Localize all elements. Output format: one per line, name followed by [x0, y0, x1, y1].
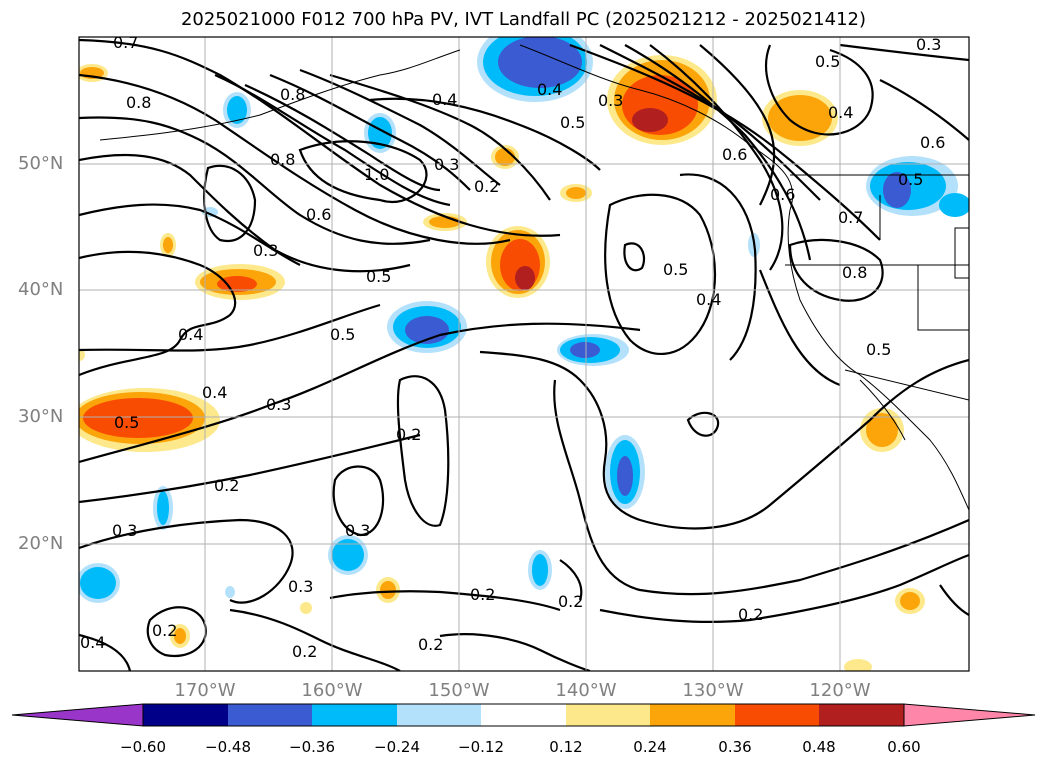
- colorbar-swatch: [735, 704, 819, 726]
- contour-label: 0.3: [112, 521, 137, 540]
- colorbar-swatch: [481, 704, 566, 726]
- colorbar-label: 0.60: [887, 738, 921, 756]
- contour-label: 0.6: [920, 133, 945, 152]
- contour-label: 0.7: [113, 33, 138, 52]
- contour-label: 0.5: [815, 52, 840, 71]
- contour-label: 0.5: [330, 325, 355, 344]
- contour-label: 0.3: [345, 521, 370, 540]
- colorbar-label: 0.36: [718, 738, 752, 756]
- contour-label: 0.6: [770, 185, 795, 204]
- contour-label: 0.8: [842, 263, 867, 282]
- contour-label: 0.7: [838, 208, 863, 227]
- lon-tick-label: 170°W: [174, 680, 236, 701]
- contour-label: 0.3: [253, 241, 278, 260]
- contour-label: 0.3: [916, 35, 941, 54]
- contour-label: 1.0: [364, 165, 389, 184]
- contour-labels: 0.7 0.8 0.8 0.8 0.6 1.0 0.4 0.3 0.2 0.5 …: [80, 33, 945, 661]
- map-frame: [78, 36, 970, 672]
- colorbar-swatch: [228, 704, 312, 726]
- contour-label: 0.4: [80, 633, 105, 652]
- negative-anomaly-fills: [79, 37, 969, 603]
- contour-label: 0.2: [292, 642, 317, 661]
- colorbar-swatch: [312, 704, 397, 726]
- contour-label: 0.2: [558, 592, 583, 611]
- contour-label: 0.4: [202, 383, 227, 402]
- contour-label: 0.4: [432, 90, 457, 109]
- lat-tick-label: 40°N: [18, 279, 64, 300]
- contour-label: 0.3: [288, 577, 313, 596]
- contour-label: 0.3: [598, 91, 623, 110]
- graticule: [79, 37, 969, 671]
- contour-label: 0.5: [114, 413, 139, 432]
- contour-label: 0.3: [266, 395, 291, 414]
- contour-label: 0.2: [396, 425, 421, 444]
- lon-tick-label: 150°W: [428, 680, 490, 701]
- colorbar-swatch: [143, 704, 228, 726]
- lat-tick-label: 20°N: [18, 533, 64, 554]
- colorbar-label: 0.48: [802, 738, 836, 756]
- contour-label: 0.8: [280, 85, 305, 104]
- colorbar-extend-high: [903, 703, 1036, 727]
- contour-label: 0.2: [474, 177, 499, 196]
- colorbar-swatch: [397, 704, 481, 726]
- colorbar-label: −0.36: [289, 738, 335, 756]
- pv-contours: [79, 38, 969, 671]
- contour-label: 0.4: [537, 80, 562, 99]
- colorbar-label: −0.48: [205, 738, 251, 756]
- contour-label: 0.4: [828, 103, 853, 122]
- colorbar-label: 0.12: [549, 738, 583, 756]
- contour-label: 0.8: [270, 150, 295, 169]
- contour-label: 0.2: [418, 635, 443, 654]
- contour-label: 0.4: [696, 290, 721, 309]
- contour-label: 0.5: [560, 113, 585, 132]
- colorbar: [11, 703, 1036, 727]
- contour-label: 0.3: [434, 155, 459, 174]
- colorbar-swatch: [819, 704, 904, 726]
- lat-tick-label: 50°N: [18, 153, 64, 174]
- contour-label: 0.6: [306, 205, 331, 224]
- map-plot-area: 0.7 0.8 0.8 0.8 0.6 1.0 0.4 0.3 0.2 0.5 …: [79, 33, 969, 671]
- colorbar-label: −0.12: [458, 738, 504, 756]
- contour-label: 0.5: [898, 170, 923, 189]
- contour-label: 0.2: [738, 605, 763, 624]
- lat-tick-label: 30°N: [18, 406, 64, 427]
- contour-label: 0.4: [178, 325, 203, 344]
- lon-tick-label: 120°W: [809, 680, 871, 701]
- colorbar-label: −0.24: [374, 738, 420, 756]
- colorbar-swatch: [650, 704, 735, 726]
- colorbar-extend-low: [11, 703, 144, 727]
- contour-label: 0.8: [126, 93, 151, 112]
- colorbar-label: 0.24: [633, 738, 667, 756]
- lon-tick-label: 130°W: [682, 680, 744, 701]
- contour-label: 0.2: [152, 621, 177, 640]
- lon-tick-label: 140°W: [555, 680, 617, 701]
- contour-label: 0.2: [214, 476, 239, 495]
- colorbar-label: −0.60: [120, 738, 166, 756]
- contour-label: 0.2: [470, 585, 495, 604]
- colorbar-swatch: [566, 704, 650, 726]
- contour-label: 0.6: [722, 145, 747, 164]
- map-title: 2025021000 F012 700 hPa PV, IVT Landfall…: [180, 9, 867, 30]
- contour-label: 0.5: [366, 267, 391, 286]
- contour-label: 0.5: [866, 340, 891, 359]
- coastlines: [99, 44, 969, 511]
- contour-label: 0.5: [663, 260, 688, 279]
- lon-tick-label: 160°W: [301, 680, 363, 701]
- colorbar-frame: [142, 703, 905, 727]
